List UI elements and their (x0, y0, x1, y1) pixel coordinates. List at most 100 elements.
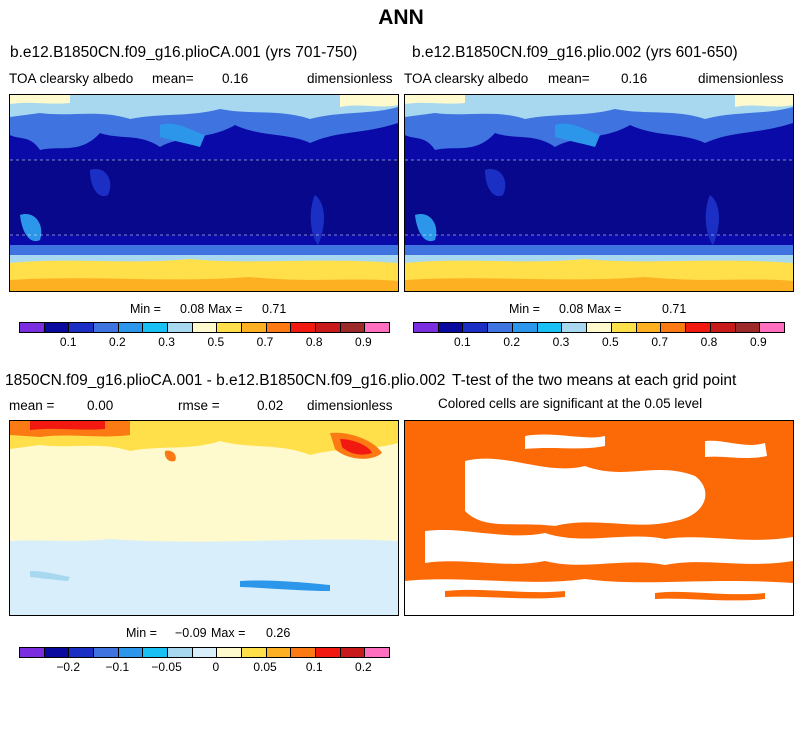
ttest-significance-map (405, 421, 793, 615)
colorbar-swatch (44, 323, 70, 332)
panel-tr-mean-label: mean= (548, 71, 590, 86)
colorbar-swatch (192, 648, 218, 657)
panel-tr-variable: TOA clearsky albedo (404, 71, 529, 86)
colorbar-swatch (143, 648, 169, 657)
panel-tl-min-label: Min = (130, 302, 161, 316)
colorbar-tick-label: 0.3 (552, 335, 570, 349)
panel-bl-rmse-label: rmse = (178, 398, 220, 413)
albedo-map-tl (10, 95, 398, 291)
panel-tl-min: 0.08 (180, 302, 205, 316)
colorbar-swatch (636, 323, 662, 332)
panel-tl-max-label: Max = (208, 302, 243, 316)
panel-bl-units: dimensionless (307, 398, 393, 413)
panel-tr-units: dimensionless (698, 71, 784, 86)
colorbar-swatch (20, 323, 45, 332)
colorbar-bl (19, 647, 390, 658)
colorbar-swatch (118, 648, 144, 657)
colorbar-tick-label: −0.05 (151, 660, 182, 674)
colorbar-swatch (69, 323, 95, 332)
difference-map (10, 421, 398, 615)
colorbar-swatch (710, 323, 736, 332)
colorbar-tick-label: 0.8 (305, 335, 323, 349)
panel-tr-title: b.e12.B1850CN.f09_g16.plio.002 (yrs 601-… (412, 44, 738, 61)
colorbar-swatch (192, 323, 218, 332)
colorbar-swatch (365, 323, 390, 332)
colorbar-swatch (266, 648, 292, 657)
colorbar-swatch (291, 323, 317, 332)
panel-tl-variable: TOA clearsky albedo (9, 71, 134, 86)
colorbar-swatch (143, 323, 169, 332)
colorbar-tr (413, 322, 785, 333)
colorbar-swatch (20, 648, 45, 657)
colorbar-swatch (168, 323, 193, 332)
panel-tl-mean-label: mean= (152, 71, 194, 86)
colorbar-tick-label: −0.1 (105, 660, 130, 674)
colorbar-tick-label: 0.7 (256, 335, 274, 349)
panel-tr-max: 0.71 (662, 302, 687, 316)
colorbar-tick-label: 0.5 (207, 335, 225, 349)
colorbar-swatch (661, 323, 687, 332)
colorbar-swatch (438, 323, 464, 332)
colorbar-swatch (562, 323, 588, 332)
colorbar-swatch (44, 648, 70, 657)
colorbar-tl (19, 322, 390, 333)
colorbar-swatch (587, 323, 612, 332)
colorbar-swatch (94, 648, 119, 657)
panel-br-title: T-test of the two means at each grid poi… (452, 372, 737, 389)
colorbar-tick-label: 0.2 (503, 335, 520, 349)
colorbar-swatch (463, 323, 489, 332)
panel-br-map (404, 420, 794, 616)
panel-bl-rmse: 0.02 (257, 398, 284, 413)
panel-bl-min: −0.09 (175, 626, 207, 640)
panel-bl-map (9, 420, 399, 616)
colorbar-tick-label: 0.9 (355, 335, 372, 349)
colorbar-tick-label: 0.1 (59, 335, 77, 349)
colorbar-swatch (365, 648, 390, 657)
panel-tr-min: 0.08 (559, 302, 584, 316)
colorbar-tick-label: 0.05 (253, 660, 277, 674)
panel-tl-units: dimensionless (307, 71, 393, 86)
colorbar-tick-label: 0.2 (355, 660, 372, 674)
colorbar-tick-label: 0.1 (453, 335, 471, 349)
panel-tr-mean: 0.16 (621, 71, 648, 86)
colorbar-swatch (217, 648, 243, 657)
colorbar-tick-label: −0.2 (56, 660, 81, 674)
colorbar-swatch (537, 323, 563, 332)
colorbar-swatch (735, 323, 761, 332)
colorbar-swatch (316, 323, 341, 332)
panel-bl-mean-label: mean = (9, 398, 55, 413)
colorbar-swatch (242, 323, 267, 332)
panel-bl-max-label: Max = (211, 626, 246, 640)
colorbar-tick-label: 0.9 (749, 335, 767, 349)
colorbar-swatch (512, 323, 538, 332)
figure-title: ANN (378, 6, 424, 29)
colorbar-tick-label: 0.8 (700, 335, 718, 349)
colorbar-swatch (266, 323, 292, 332)
colorbar-swatch (118, 323, 144, 332)
panel-tl-mean: 0.16 (222, 71, 249, 86)
colorbar-swatch (316, 648, 341, 657)
colorbar-swatch (611, 323, 637, 332)
colorbar-tick-label: 0 (212, 660, 220, 674)
panel-tr-max-label: Max = (587, 302, 622, 316)
colorbar-swatch (291, 648, 317, 657)
albedo-map-tr (405, 95, 793, 291)
panel-br-subtitle: Colored cells are significant at the 0.0… (438, 396, 703, 411)
panel-tl-max: 0.71 (262, 302, 287, 316)
colorbar-swatch (414, 323, 439, 332)
colorbar-swatch (168, 648, 193, 657)
colorbar-swatch (69, 648, 95, 657)
panel-bl-max: 0.26 (266, 626, 291, 640)
colorbar-swatch (217, 323, 243, 332)
panel-tr-min-label: Min = (509, 302, 540, 316)
colorbar-tick-label: 0.5 (601, 335, 619, 349)
colorbar-swatch (488, 323, 513, 332)
colorbar-tick-label: 0.3 (158, 335, 175, 349)
colorbar-swatch (340, 648, 366, 657)
colorbar-swatch (760, 323, 785, 332)
panel-bl-min-label: Min = (126, 626, 157, 640)
colorbar-tick-label: 0.1 (305, 660, 323, 674)
panel-tr-map (404, 94, 794, 292)
colorbar-tick-label: 0.7 (651, 335, 668, 349)
panel-bl-title: 1850CN.f09_g16.plioCA.001 - b.e12.B1850C… (5, 372, 446, 389)
